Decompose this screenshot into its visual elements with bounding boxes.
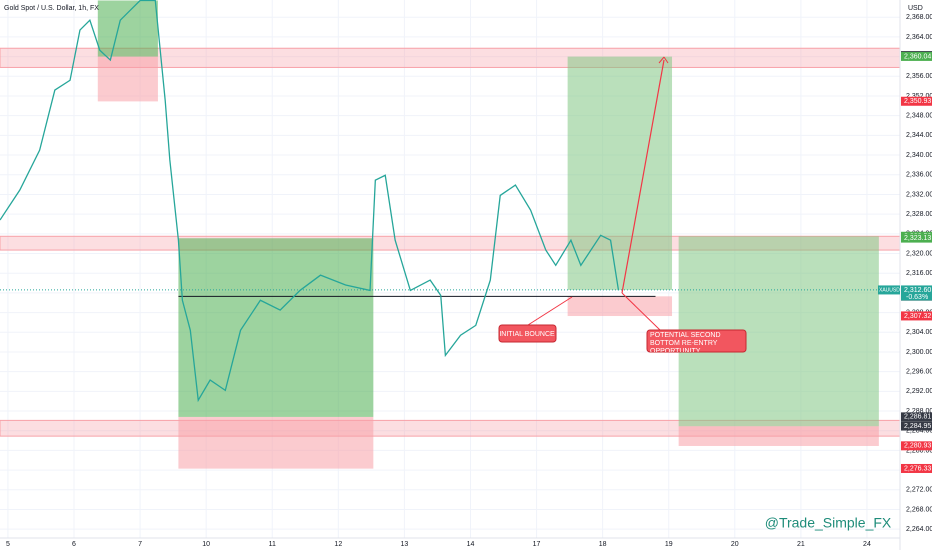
price-tag-label: 2,276.33 bbox=[904, 465, 931, 472]
arrow-head bbox=[658, 56, 669, 64]
price-tag bbox=[901, 233, 932, 243]
price-line bbox=[0, 0, 620, 403]
y-tick-label: 2,316.00 bbox=[906, 270, 932, 277]
price-tag bbox=[901, 463, 932, 473]
y-tick-label: 2,348.00 bbox=[906, 113, 932, 120]
annotation-box bbox=[646, 329, 747, 353]
y-tick-label: 2,368.00 bbox=[906, 14, 932, 21]
watermark: @Trade_Simple_FX bbox=[765, 515, 892, 531]
y-tick-label: 2,352.00 bbox=[906, 93, 932, 100]
price-tag-label: 2,280.93 bbox=[904, 443, 931, 450]
y-tick-label: 2,300.00 bbox=[906, 349, 932, 356]
current-price-tag bbox=[901, 285, 932, 301]
position-zone bbox=[567, 296, 673, 317]
x-tick-label: 14 bbox=[467, 541, 475, 548]
position-zone bbox=[678, 426, 879, 446]
y-tick-label: 2,272.00 bbox=[906, 487, 932, 494]
position-zone bbox=[178, 416, 374, 469]
price-tag bbox=[901, 412, 932, 422]
y-tick-label: 2,332.00 bbox=[906, 191, 932, 198]
annotation-box bbox=[498, 324, 557, 343]
y-tick-label: 2,284.00 bbox=[906, 428, 932, 435]
x-tick-label: 10 bbox=[202, 541, 210, 548]
annotation: POTENTIAL SECOND BOTTOM RE-ENTRY OPPORTU… bbox=[650, 332, 721, 352]
price-tag bbox=[901, 96, 932, 106]
y-tick-label: 2,320.00 bbox=[906, 250, 932, 257]
chart-title: Gold Spot / U.S. Dollar, 1h, FX bbox=[4, 5, 99, 12]
price-tag bbox=[901, 421, 932, 431]
plot bbox=[0, 0, 901, 538]
x-tick-label: 13 bbox=[401, 541, 409, 548]
y-tick-label: 2,336.00 bbox=[906, 172, 932, 179]
arrow bbox=[621, 59, 665, 294]
x-tick-label: 17 bbox=[533, 541, 541, 548]
y-tick-label: 2,288.00 bbox=[906, 408, 932, 415]
arrow bbox=[527, 296, 573, 326]
y-tick-label: 2,296.00 bbox=[906, 368, 932, 375]
x-tick-label: 12 bbox=[334, 541, 342, 548]
annotation-wrap: POTENTIAL SECOND BOTTOM RE-ENTRY OPPORTU… bbox=[650, 332, 721, 352]
y-tick-label: 2,304.00 bbox=[906, 329, 932, 336]
symbol-label: XAUUSD bbox=[879, 287, 900, 293]
price-tag-label: 2,284.95 bbox=[904, 423, 931, 430]
y-tick-label: 2,292.00 bbox=[906, 388, 932, 395]
y-tick-label: 2,340.00 bbox=[906, 152, 932, 159]
price-tag-label: 2,323.13 bbox=[904, 235, 931, 242]
position-zone bbox=[178, 238, 374, 417]
position-zone bbox=[97, 0, 158, 57]
x-tick-label: 19 bbox=[665, 541, 673, 548]
x-tick-label: 5 bbox=[6, 541, 10, 548]
y-tick-label: 2,328.00 bbox=[906, 211, 932, 218]
change-label: -0.63% bbox=[906, 294, 928, 301]
price-tag-label: 2,286.81 bbox=[904, 414, 931, 421]
y-tick-label: 2,344.00 bbox=[906, 132, 932, 139]
currency: USD bbox=[908, 5, 923, 12]
annotation: INITIAL BOUNCE bbox=[499, 331, 555, 338]
x-tick-label: 6 bbox=[72, 541, 76, 548]
price-tag-label: 2,307.32 bbox=[904, 313, 931, 320]
current-price-label: 2,312.60 bbox=[904, 287, 931, 294]
price-tag-label: 2,360.04 bbox=[904, 53, 931, 60]
price-tag bbox=[901, 441, 932, 451]
y-tick-label: 2,264.00 bbox=[906, 526, 932, 533]
annotations: INITIAL BOUNCE POTENTIAL SECOND BOTTOM R… bbox=[498, 56, 747, 353]
x-tick-label: 11 bbox=[269, 541, 276, 548]
price-tag bbox=[901, 51, 932, 61]
position-zone bbox=[97, 56, 158, 102]
x-tick-label: 24 bbox=[863, 541, 871, 548]
price-tag-label: 2,350.93 bbox=[904, 98, 931, 105]
x-tick-label: 18 bbox=[599, 541, 607, 548]
symbol-tag bbox=[878, 285, 900, 295]
x-tick-label: 21 bbox=[797, 541, 805, 548]
y-tick-label: 2,280.00 bbox=[906, 447, 932, 454]
y-tick-label: 2,268.00 bbox=[906, 506, 932, 513]
y-tick-label: 2,364.00 bbox=[906, 34, 932, 41]
position-zone bbox=[567, 56, 673, 290]
x-tick-label: 7 bbox=[138, 541, 142, 548]
price-tag bbox=[901, 311, 932, 321]
x-tick-label: 20 bbox=[731, 541, 739, 548]
arrow bbox=[621, 292, 661, 331]
y-tick-label: 2,356.00 bbox=[906, 73, 932, 80]
